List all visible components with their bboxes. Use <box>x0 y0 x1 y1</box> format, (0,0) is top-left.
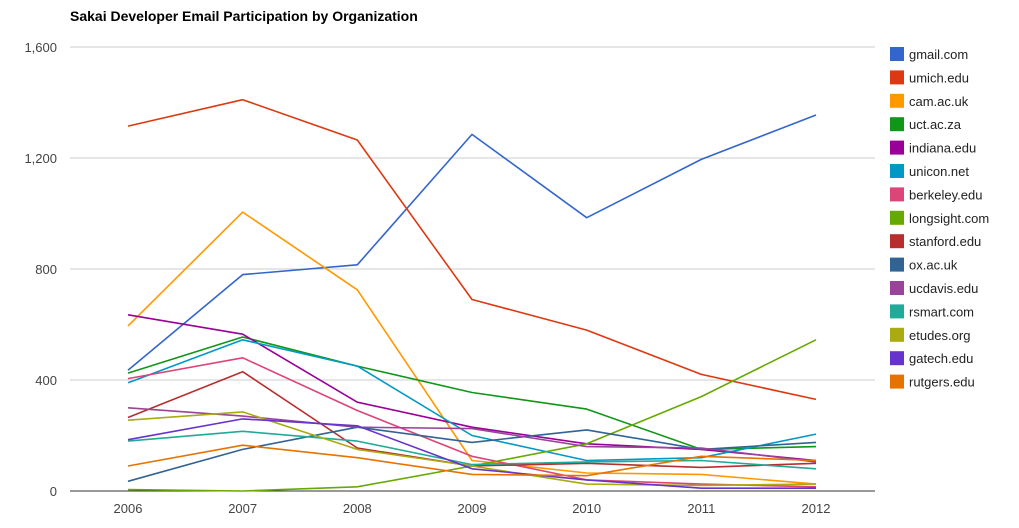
y-axis-ticks: 0 400 800 1,200 1,600 <box>24 40 57 499</box>
legend-swatch <box>890 70 904 85</box>
legend-label: longsight.com <box>909 211 989 226</box>
legend-swatch <box>890 304 904 319</box>
legend-swatch <box>890 234 904 249</box>
legend-label: ucdavis.edu <box>909 281 978 296</box>
legend-swatch <box>890 93 904 108</box>
legend-swatch <box>890 164 904 178</box>
legend-swatch <box>890 187 904 202</box>
x-tick-label: 2007 <box>228 501 257 516</box>
series-lines <box>127 98 817 492</box>
series-line-cam-ac-uk <box>127 211 817 485</box>
legend-label: cam.ac.uk <box>909 94 969 109</box>
y-tick-label: 1,200 <box>24 151 57 166</box>
legend-label: etudes.org <box>909 328 970 343</box>
series-line-gmail-com <box>127 114 817 371</box>
legend-swatch <box>890 327 904 342</box>
x-tick-label: 2008 <box>343 501 372 516</box>
series-line-rutgers-edu <box>127 444 817 477</box>
y-tick-label: 0 <box>50 484 57 499</box>
legend-label: indiana.edu <box>909 141 976 156</box>
series-line-gatech-edu <box>127 418 816 490</box>
y-tick-label: 400 <box>35 373 57 388</box>
legend: gmail.com umich.edu cam.ac.uk uct.ac.za indi… <box>890 47 989 390</box>
legend-label: ox.ac.uk <box>909 258 958 273</box>
x-tick-label: 2010 <box>572 501 601 516</box>
legend-label: rutgers.edu <box>909 375 975 390</box>
series-line-umich-edu <box>127 98 817 401</box>
legend-label: unicon.net <box>909 164 969 179</box>
legend-label: berkeley.edu <box>909 187 982 202</box>
series-line-ucdavis-edu <box>127 407 817 463</box>
chart-title: Sakai Developer Email Participation by O… <box>70 8 418 24</box>
series-line-rsmart-com <box>127 430 817 470</box>
legend-swatch <box>890 47 904 61</box>
legend-label: gmail.com <box>909 47 968 62</box>
legend-swatch <box>890 257 904 272</box>
gridlines <box>70 46 875 492</box>
legend-label: rsmart.com <box>909 304 974 319</box>
series-line-etudes-org <box>127 411 817 487</box>
legend-swatch <box>890 374 904 389</box>
x-tick-label: 2012 <box>802 501 831 516</box>
x-tick-label: 2011 <box>687 501 715 516</box>
legend-label: gatech.edu <box>909 351 973 366</box>
legend-label: stanford.edu <box>909 234 981 249</box>
y-tick-label: 1,600 <box>24 40 57 55</box>
x-axis-ticks: 2006 2007 2008 2009 2010 2011 2012 <box>114 501 831 516</box>
legend-label: umich.edu <box>909 70 969 85</box>
legend-swatch <box>890 140 904 155</box>
legend-swatch <box>890 210 904 225</box>
series-line-ox-ac-uk <box>127 426 817 483</box>
legend-swatch <box>890 351 904 366</box>
series-line-indiana-edu <box>127 314 817 462</box>
legend-swatch <box>890 281 904 295</box>
series-line-berkeley-edu <box>127 356 817 488</box>
series-line-unicon-net <box>127 338 817 462</box>
x-tick-label: 2009 <box>458 501 487 516</box>
x-tick-label: 2006 <box>114 501 143 516</box>
legend-swatch <box>890 117 904 132</box>
legend-label: uct.ac.za <box>909 117 962 132</box>
y-tick-label: 800 <box>35 262 57 277</box>
